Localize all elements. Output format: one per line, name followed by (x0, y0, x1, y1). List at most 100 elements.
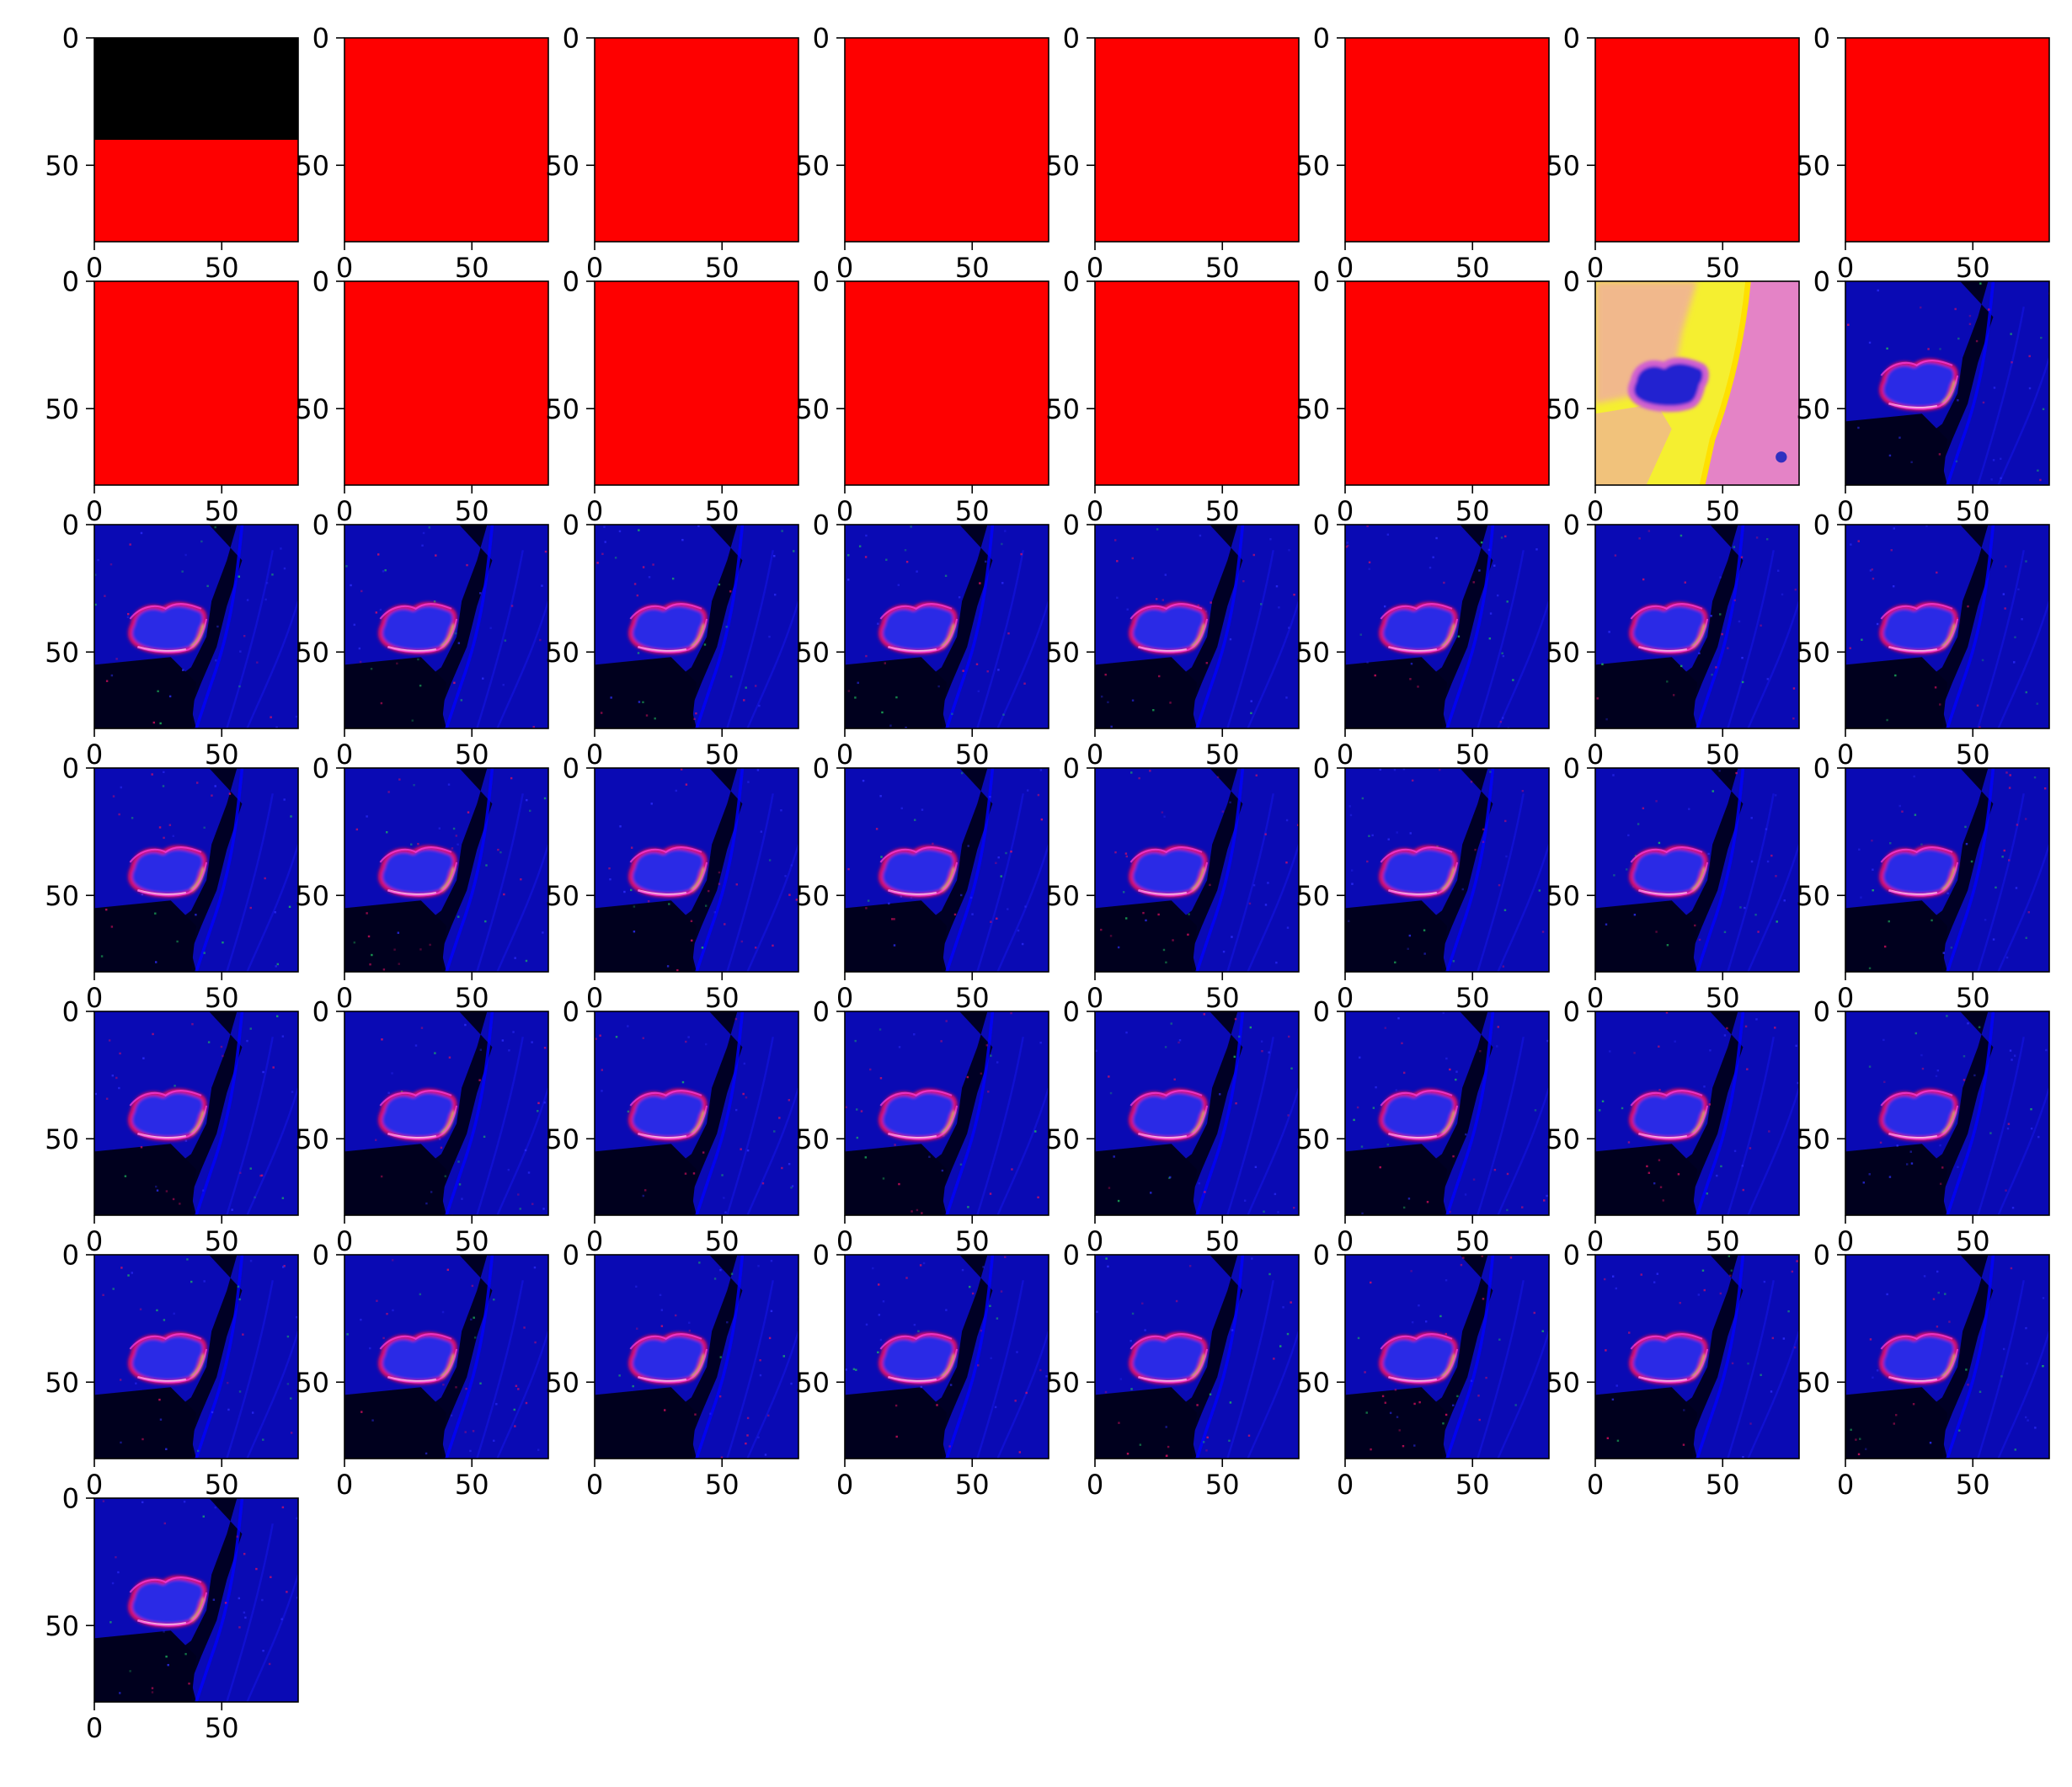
x-tick-label: 50 (1956, 495, 1990, 527)
x-tick-label: 50 (705, 1469, 740, 1501)
subplot-panel-46: 0 50 0 50 (1295, 1240, 1550, 1501)
y-tick-label: 50 (45, 880, 79, 912)
subplot-image-25 (94, 768, 299, 973)
subplot-panel-24: 0 50 0 50 (1796, 509, 2050, 771)
subplot-panel-4: 0 50 0 50 (795, 23, 1049, 284)
subplot-frame (1845, 1254, 2050, 1459)
x-tick-label: 50 (955, 1225, 990, 1257)
subplot-image-31 (1595, 768, 1800, 973)
x-tick-label: 0 (1087, 739, 1103, 771)
image-red-region (845, 38, 1049, 242)
subplot-frame (1094, 1011, 1300, 1216)
subplot-frame (1845, 767, 2050, 973)
x-tick-label: 0 (586, 1225, 603, 1257)
subplot-image-2 (344, 38, 548, 242)
y-tick-label: 50 (1546, 150, 1580, 182)
x-tick-label: 50 (1706, 252, 1740, 284)
image-red-region (1345, 281, 1549, 485)
subplot-panel-23: 0 50 0 50 (1546, 509, 1800, 771)
subplot-image-7 (1595, 38, 1799, 242)
x-tick-label: 0 (86, 1225, 103, 1257)
subplot-frame (93, 524, 299, 729)
x-tick-label: 50 (1706, 1225, 1740, 1257)
subplot-image-26 (344, 768, 549, 973)
subplot-image-36 (845, 1011, 1049, 1216)
subplot-image-22 (1345, 525, 1550, 729)
image-red-region (1595, 38, 1799, 242)
subplot-frame (844, 524, 1049, 729)
y-tick-label: 0 (1563, 753, 1580, 785)
image-black-region (94, 38, 298, 140)
subplot-image-11 (595, 281, 798, 485)
subplot-panel-18: 0 50 0 50 (295, 509, 549, 771)
x-tick-label: 0 (586, 982, 603, 1014)
y-tick-label: 50 (45, 150, 79, 182)
y-tick-label: 0 (1563, 1240, 1580, 1272)
subplot-image-21 (1095, 525, 1300, 729)
subplot-image-30 (1345, 768, 1550, 973)
subplot-frame (594, 767, 799, 973)
subplot-panel-47: 0 50 0 50 (1546, 1240, 1800, 1501)
y-tick-label: 0 (312, 1240, 329, 1272)
x-tick-label: 50 (1205, 1469, 1240, 1501)
subplot-panel-28: 0 50 0 50 (795, 753, 1049, 1014)
x-tick-label: 50 (1205, 1225, 1240, 1257)
subplot-panel-21: 0 50 0 50 (1045, 509, 1300, 771)
subplot-panel-36: 0 50 0 50 (795, 996, 1049, 1257)
subplot-frame (594, 524, 799, 729)
y-tick-label: 50 (1045, 880, 1080, 912)
subplot-frame (93, 280, 299, 486)
x-tick-label: 50 (455, 1469, 489, 1501)
subplot-panel-5: 0 50 0 50 (1045, 23, 1300, 284)
x-tick-label: 0 (1087, 495, 1103, 527)
x-tick-label: 50 (955, 982, 990, 1014)
subplot-image-13 (1095, 281, 1299, 485)
subplot-panel-15: 0 50 0 50 (1546, 266, 1800, 527)
x-tick-label: 0 (1837, 982, 1854, 1014)
x-tick-label: 50 (705, 982, 740, 1014)
subplot-panel-42: 0 50 0 50 (295, 1240, 549, 1501)
y-tick-label: 50 (795, 637, 830, 669)
subplot-image-10 (344, 281, 548, 485)
subplot-panel-20: 0 50 0 50 (795, 509, 1049, 771)
x-tick-label: 0 (836, 1225, 853, 1257)
subplot-panel-13: 0 50 0 50 (1045, 266, 1300, 527)
subplot-image-27 (595, 768, 799, 973)
y-tick-label: 50 (45, 393, 79, 425)
subplot-frame (1594, 280, 1800, 486)
y-tick-label: 0 (312, 509, 329, 541)
x-tick-label: 0 (86, 495, 103, 527)
subplot-frame (93, 1497, 299, 1703)
y-tick-label: 0 (813, 753, 830, 785)
y-tick-label: 0 (1063, 23, 1080, 55)
subplot-frame (594, 280, 799, 486)
y-tick-label: 50 (1045, 637, 1080, 669)
x-tick-label: 0 (86, 252, 103, 284)
x-tick-label: 0 (836, 982, 853, 1014)
subplot-frame (344, 1011, 549, 1216)
subplot-frame (1344, 1011, 1550, 1216)
x-tick-label: 50 (705, 495, 740, 527)
x-tick-label: 0 (586, 252, 603, 284)
x-tick-label: 0 (836, 739, 853, 771)
subplot-panel-16: 0 50 0 50 (1796, 266, 2050, 527)
subplot-image-20 (845, 525, 1049, 729)
subplot-image-38 (1345, 1011, 1550, 1216)
y-tick-label: 50 (545, 150, 579, 182)
x-tick-label: 50 (1956, 1225, 1990, 1257)
subplot-panel-43: 0 50 0 50 (545, 1240, 799, 1501)
subplot-image-29 (1095, 768, 1300, 973)
subplot-frame (1845, 37, 2050, 243)
x-tick-label: 50 (205, 1469, 239, 1501)
x-tick-label: 50 (955, 1469, 990, 1501)
subplot-frame (93, 1254, 299, 1459)
y-tick-label: 0 (1813, 509, 1830, 541)
subplot-panel-17: 0 50 0 50 (45, 509, 299, 771)
y-tick-label: 50 (1045, 150, 1080, 182)
subplot-frame (1094, 524, 1300, 729)
x-tick-label: 0 (336, 495, 353, 527)
subplot-frame (594, 1011, 799, 1216)
x-tick-label: 0 (1337, 739, 1354, 771)
subplot-image-45 (1095, 1255, 1300, 1459)
y-tick-label: 0 (62, 996, 79, 1028)
